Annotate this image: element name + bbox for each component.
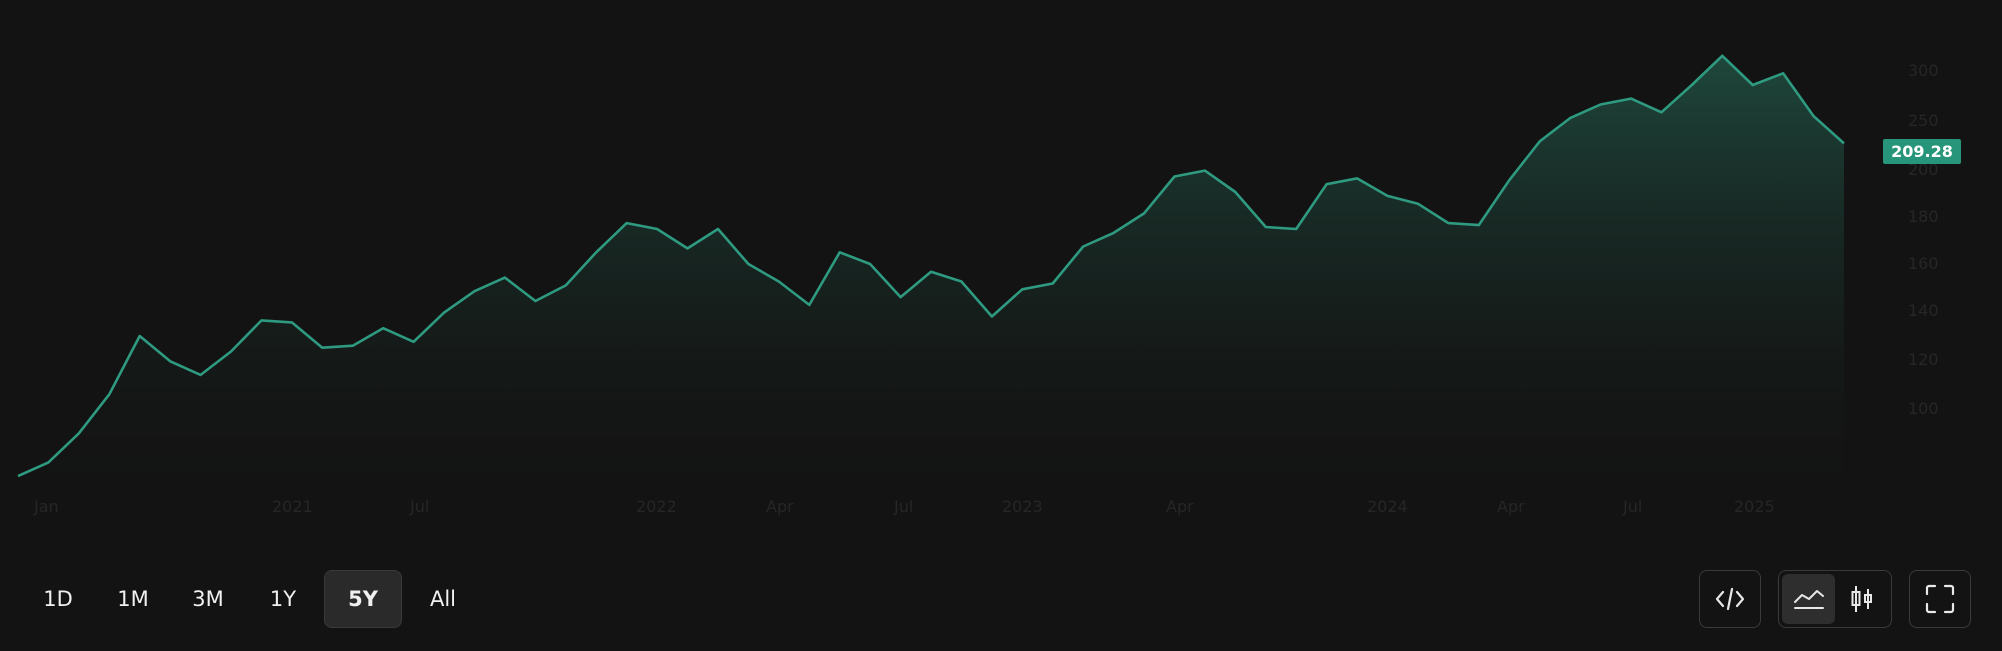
x-tick-label: Apr xyxy=(1166,497,1194,516)
price-chart[interactable]: 300 250 200 180 160 140 120 100 Jan 2021 Jul 2022 A… xyxy=(0,0,2002,560)
x-tick-label: Apr xyxy=(1497,497,1525,516)
y-tick-label: 250 xyxy=(1908,111,1939,130)
y-tick-label: 300 xyxy=(1908,61,1939,80)
embed-tool-group xyxy=(1699,570,1761,628)
x-tick-label: Apr xyxy=(766,497,794,516)
y-tick-label: 140 xyxy=(1908,301,1939,320)
y-tick-label: 100 xyxy=(1908,399,1939,418)
y-axis-labels: 300 250 200 180 160 140 120 100 xyxy=(1908,61,1939,418)
x-tick-label: 2022 xyxy=(636,497,677,516)
area-chart-button[interactable] xyxy=(1782,574,1835,624)
chart-type-group xyxy=(1778,570,1892,628)
y-tick-label: 160 xyxy=(1908,254,1939,273)
code-embed-icon xyxy=(1715,587,1745,611)
range-1d-button[interactable]: 1D xyxy=(43,587,73,611)
x-axis-labels: Jan 2021 Jul 2022 Apr Jul 2023 Apr 2024 Apr Jul 202… xyxy=(33,497,1775,516)
time-range-selector: 1D 1M 3M 1Y 5Y All xyxy=(24,570,477,628)
range-3m-button[interactable]: 3M xyxy=(192,587,224,611)
x-tick-label: 2025 xyxy=(1734,497,1775,516)
area-chart-icon xyxy=(1793,590,1824,609)
x-tick-label: Jul xyxy=(409,497,429,516)
y-tick-label: 200 xyxy=(1908,160,1939,179)
candlestick-icon xyxy=(1851,586,1872,612)
candlestick-button[interactable] xyxy=(1835,574,1888,624)
embed-button[interactable] xyxy=(1703,574,1757,624)
area-fill xyxy=(18,55,1844,477)
y-tick-label: 180 xyxy=(1908,207,1939,226)
range-5y-button[interactable]: 5Y xyxy=(324,570,402,628)
x-tick-label: Jul xyxy=(1622,497,1642,516)
y-tick-label: 120 xyxy=(1908,350,1939,369)
x-tick-label: Jul xyxy=(893,497,913,516)
x-tick-label: 2024 xyxy=(1367,497,1408,516)
fullscreen-tool-group xyxy=(1909,570,1971,628)
x-tick-label: 2021 xyxy=(272,497,313,516)
x-tick-label: Jan xyxy=(33,497,59,516)
x-tick-label: 2023 xyxy=(1002,497,1043,516)
fullscreen-icon xyxy=(1925,584,1955,614)
range-1y-button[interactable]: 1Y xyxy=(269,587,297,611)
data-points xyxy=(17,55,1845,477)
last-price-label: 209.28 xyxy=(1883,139,1961,164)
range-1m-button[interactable]: 1M xyxy=(117,587,149,611)
range-all-button[interactable]: All xyxy=(429,587,457,611)
fullscreen-button[interactable] xyxy=(1913,574,1967,624)
